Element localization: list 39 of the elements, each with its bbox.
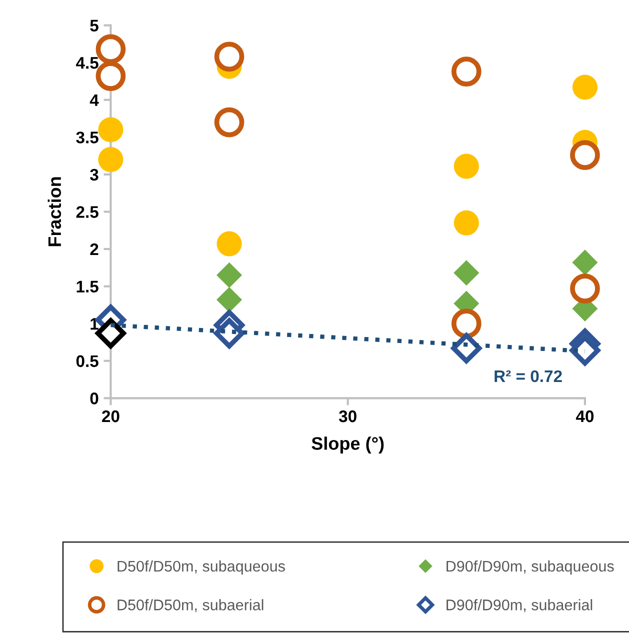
- point: [98, 117, 124, 142]
- y-axis-title: Fraction: [48, 177, 62, 246]
- legend-label: D50f/D50m, subaqueous: [118, 560, 285, 575]
- y-tick-label: 3.5: [76, 132, 98, 144]
- y-tick-label: 0: [90, 392, 98, 404]
- y-tick-label: 3: [90, 168, 98, 181]
- x-tick-label: 40: [576, 410, 594, 422]
- y-tick-label: 4.5: [76, 57, 98, 69]
- x-tick-label: 20: [102, 410, 120, 422]
- point: [216, 262, 242, 288]
- point: [570, 335, 600, 366]
- point: [451, 308, 482, 339]
- point: [451, 56, 482, 86]
- point: [570, 274, 600, 304]
- point: [214, 107, 244, 138]
- y-tick-label: 5: [90, 20, 98, 32]
- point: [570, 140, 600, 170]
- point: [572, 250, 598, 276]
- annotation: R² = 0.72: [494, 370, 562, 382]
- point: [572, 74, 598, 100]
- y-tick-label: 1.5: [76, 280, 98, 293]
- point: [216, 286, 242, 312]
- y-tick-label: 2: [90, 243, 98, 256]
- point: [454, 210, 479, 236]
- point: [454, 154, 479, 179]
- point: [454, 260, 480, 286]
- legend-label: D50f/D50m, subaerial: [118, 599, 264, 612]
- y-tick-label: 0.5: [76, 355, 98, 368]
- point: [214, 42, 244, 72]
- legend-label: D90f/D90m, subaqueous: [446, 560, 614, 575]
- x-tick-label: 30: [338, 410, 356, 422]
- y-tick-label: 4: [90, 94, 99, 106]
- y-tick-label: 1: [90, 318, 98, 330]
- legend-label: D90f/D90m, subaerial: [446, 599, 592, 612]
- point: [98, 147, 124, 172]
- point: [451, 333, 482, 364]
- y-tick-label: 2.5: [76, 206, 98, 218]
- x-axis-title: Slope (°): [312, 436, 384, 454]
- point: [216, 231, 242, 256]
